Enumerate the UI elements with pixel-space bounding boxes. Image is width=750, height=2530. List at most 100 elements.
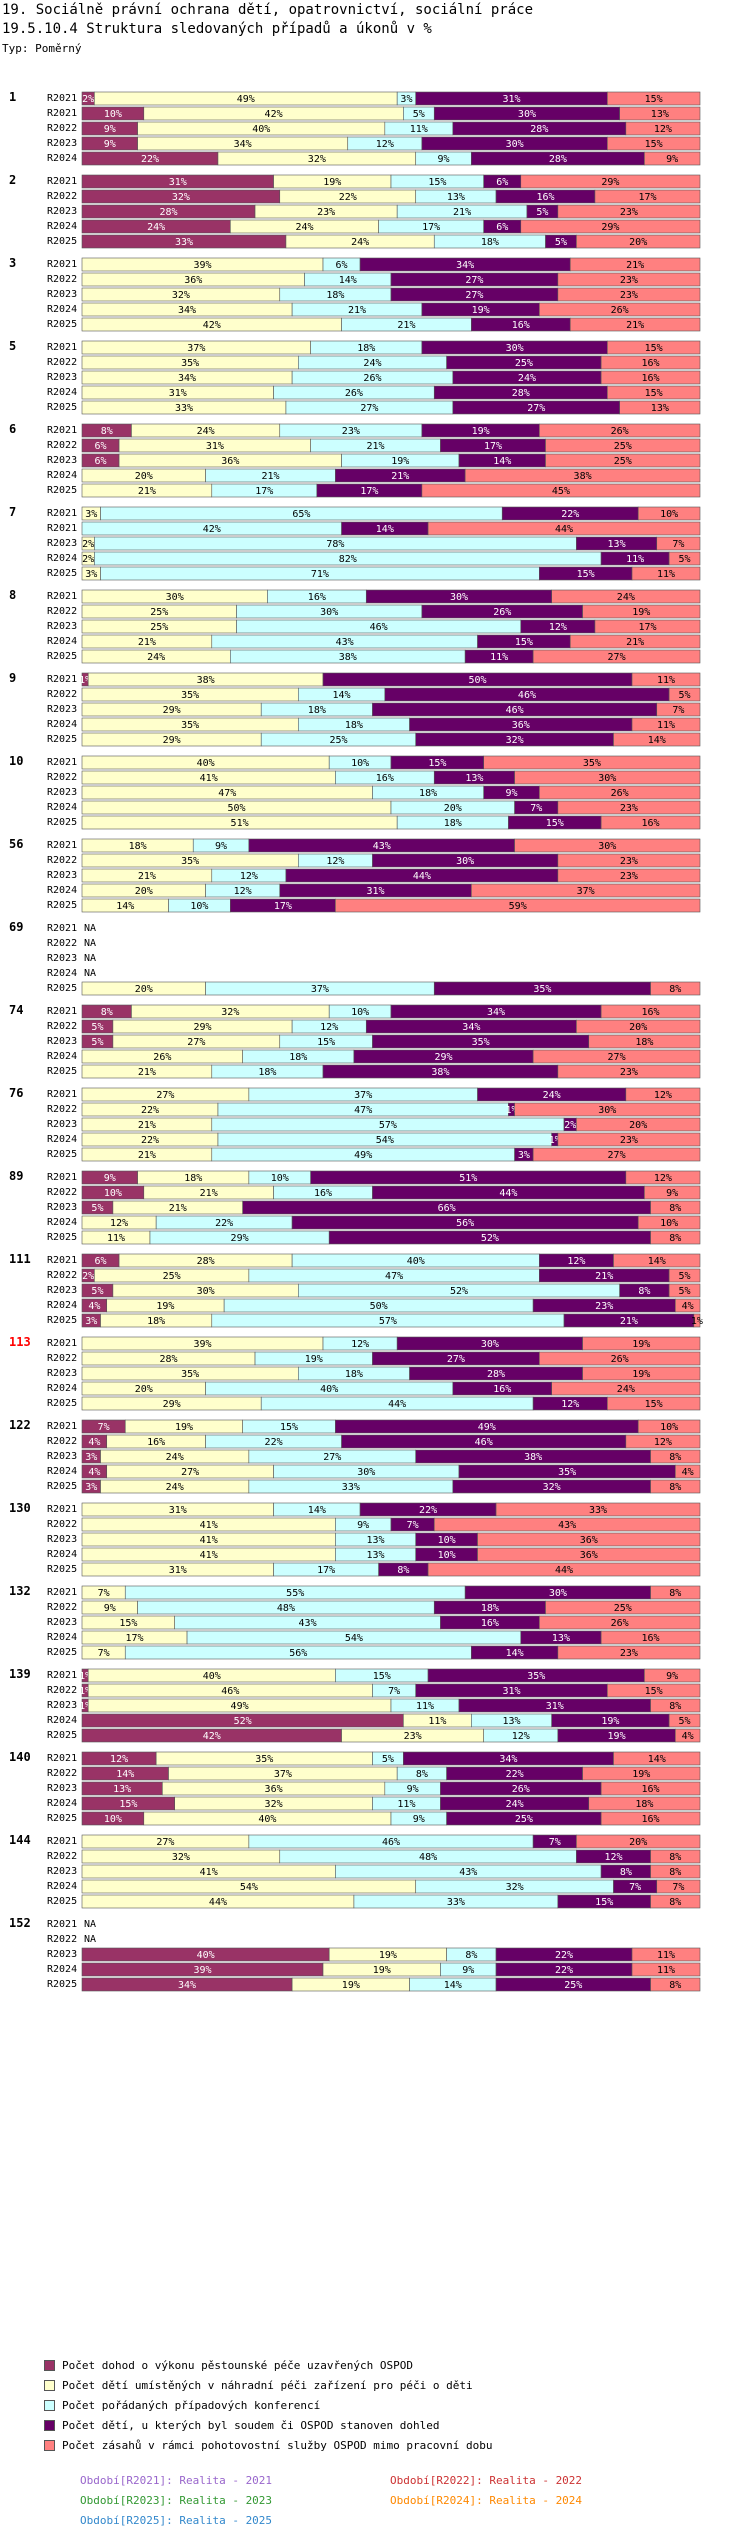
segment-label: 13% <box>651 109 669 120</box>
segment-label: 30% <box>549 1588 567 1599</box>
segment-label: 31% <box>169 1505 187 1516</box>
segment-label: 8% <box>669 984 681 995</box>
segment-label: 34% <box>487 1007 505 1018</box>
segment-label: 27% <box>527 403 545 414</box>
segment-label: 18% <box>481 1603 499 1614</box>
segment-label: 54% <box>240 1882 258 1893</box>
segment-label: 19% <box>175 1422 193 1433</box>
segment-label: 14% <box>339 275 357 286</box>
segment-label: 4% <box>88 1301 100 1312</box>
segment-label: 40% <box>258 1814 276 1825</box>
segment-label: 11% <box>657 1965 675 1976</box>
segment-label: 5% <box>555 237 567 248</box>
segment-label: 22% <box>141 1135 159 1146</box>
segment-label: 36% <box>184 275 202 286</box>
segment-label: 23% <box>404 1731 422 1742</box>
bar-segment <box>557 272 701 287</box>
row-label: R2024 <box>47 719 77 730</box>
segment-label: 46% <box>221 1686 239 1697</box>
segment-label: 34% <box>456 260 474 271</box>
bar-segment <box>582 1366 701 1381</box>
segment-label: 17% <box>125 1633 143 1644</box>
segment-label: 4% <box>88 1437 100 1448</box>
segment-label: 27% <box>181 1467 199 1478</box>
row-label: R2024 <box>47 1383 77 1394</box>
segment-label: 10% <box>660 1422 678 1433</box>
segment-label: 19% <box>156 1301 174 1312</box>
segment-label: 19% <box>472 426 490 437</box>
segment-label: 26% <box>611 305 629 316</box>
segment-label: 7% <box>98 1648 110 1659</box>
segment-label: 4% <box>682 1301 694 1312</box>
segment-label: 20% <box>444 803 462 814</box>
bar-segment <box>569 634 701 649</box>
segment-label: 14% <box>376 524 394 535</box>
segment-label: 21% <box>626 637 644 648</box>
segment-label: 30% <box>450 592 468 603</box>
bar-segment <box>427 521 701 536</box>
segment-label: 71% <box>311 569 329 580</box>
segment-label: 17% <box>638 192 656 203</box>
segment-label: 43% <box>299 1618 317 1629</box>
segment-label: 8% <box>669 1452 681 1463</box>
row-label: R2022 <box>47 357 77 368</box>
segment-label: 7% <box>672 539 684 550</box>
row-label: R2021 <box>47 1504 77 1515</box>
segment-label: 32% <box>265 1799 283 1810</box>
segment-label: 47% <box>385 1271 403 1282</box>
segment-label: 18% <box>345 720 363 731</box>
segment-label: 34% <box>178 373 196 384</box>
segment-label: 8% <box>416 1769 428 1780</box>
row-label: R2022 <box>47 1187 77 1198</box>
segment-label: 17% <box>255 486 273 497</box>
segment-label: 3% <box>518 1150 530 1161</box>
segment-label: 27% <box>447 1354 465 1365</box>
segment-label: 23% <box>620 207 638 218</box>
segment-label: 31% <box>367 886 385 897</box>
row-label: R2024 <box>47 1881 77 1892</box>
chart-type-label: Typ: Poměrný <box>2 42 82 55</box>
bar-segment <box>557 1132 701 1147</box>
na-label: NA <box>84 1919 96 1930</box>
segment-label: 26% <box>512 1784 530 1795</box>
bar-segment <box>637 1419 701 1434</box>
segment-label: 16% <box>147 1437 165 1448</box>
segment-label: 11% <box>490 652 508 663</box>
legend-item: Počet dohod o výkonu pěstounské péče uza… <box>44 2355 492 2375</box>
segment-label: 41% <box>200 1520 218 1531</box>
segment-label: 44% <box>388 1399 406 1410</box>
segment-label: 30% <box>598 1105 616 1116</box>
segment-label: 22% <box>265 1437 283 1448</box>
segment-label: 30% <box>357 1467 375 1478</box>
segment-label: 9% <box>215 841 227 852</box>
bar-segment <box>606 385 701 400</box>
segment-label: 6% <box>95 456 107 467</box>
segment-label: 23% <box>620 1067 638 1078</box>
legend-item: Počet zásahů v rámci pohotovostní služby… <box>44 2435 492 2455</box>
page-title: 19. Sociálně právní ochrana dětí, opatro… <box>2 2 534 18</box>
segment-label: 38% <box>197 675 215 686</box>
segment-label: 10% <box>660 509 678 520</box>
bar-segment <box>557 868 701 883</box>
row-label: R2024 <box>47 1217 77 1228</box>
segment-label: 18% <box>419 788 437 799</box>
row-label: R2023 <box>47 1866 77 1877</box>
segment-label: 16% <box>642 1784 660 1795</box>
segment-label: 8% <box>669 1482 681 1493</box>
segment-label: 30% <box>506 343 524 354</box>
segment-label: 24% <box>147 222 165 233</box>
segment-label: 16% <box>642 1814 660 1825</box>
segment-label: 24% <box>543 1090 561 1101</box>
row-label: R2025 <box>47 402 77 413</box>
segment-label: 27% <box>323 1452 341 1463</box>
row-label: R2025 <box>47 651 77 662</box>
segment-label: 5% <box>91 1286 103 1297</box>
bar-segment <box>644 1668 701 1683</box>
row-label: R2024 <box>47 636 77 647</box>
segment-label: 15% <box>373 1671 391 1682</box>
segment-label: 26% <box>153 1052 171 1063</box>
segment-label: 37% <box>274 1769 292 1780</box>
legend-item: Počet dětí umístěných v náhradní péči za… <box>44 2375 492 2395</box>
segment-label: 1% <box>79 675 91 686</box>
